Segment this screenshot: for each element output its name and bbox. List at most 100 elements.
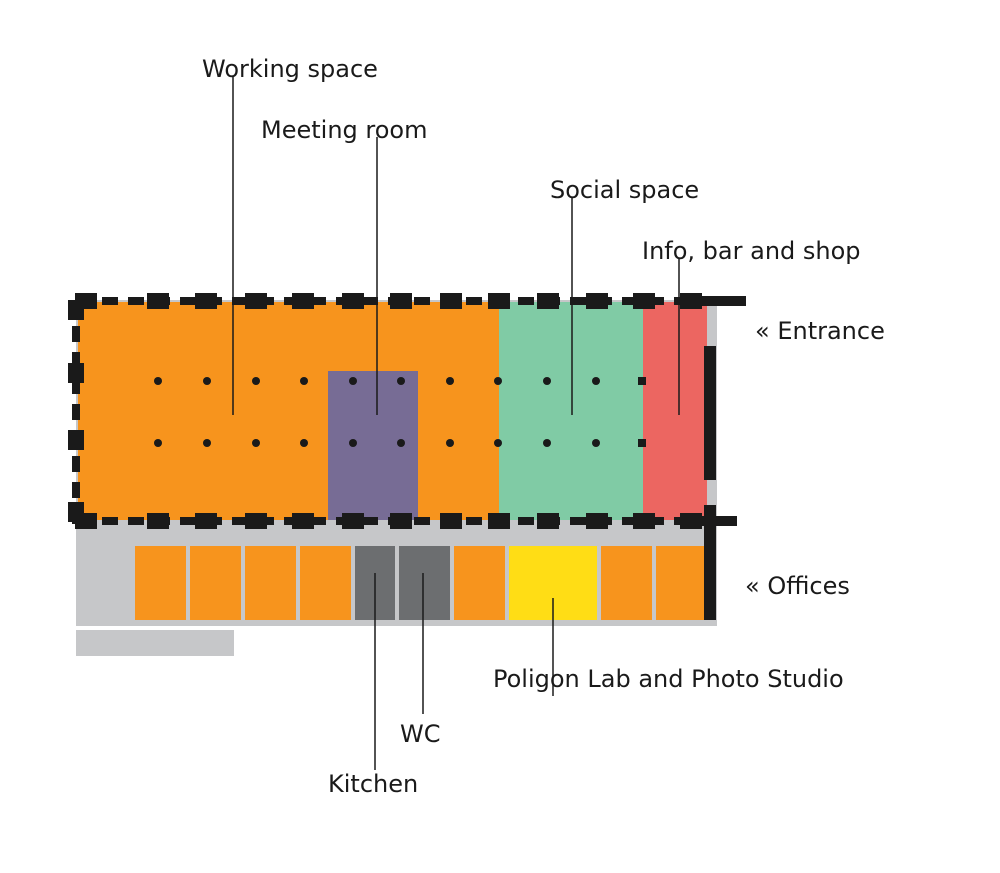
wall-pillar-bottom: [680, 513, 702, 529]
wall-pillar-bottom: [586, 513, 608, 529]
wall-dash-top: [648, 297, 664, 305]
walls: [68, 293, 746, 620]
office-unit: [245, 546, 296, 620]
column-dot: [154, 377, 162, 385]
label-social-space: Social space: [550, 176, 699, 204]
column-dot: [592, 439, 600, 447]
office-row: [135, 546, 705, 620]
column-dot: [252, 439, 260, 447]
label-kitchen: Kitchen: [328, 770, 418, 798]
annex-strip: [76, 630, 234, 656]
label-info-bar-shop: Info, bar and shop: [642, 237, 861, 265]
wall-dash-top: [570, 297, 586, 305]
info-bar-shop-zone: [643, 302, 707, 520]
wall-pillar-bottom: [195, 513, 217, 529]
wall-dash-left: [72, 456, 80, 472]
wall-pillar-bottom: [633, 513, 655, 529]
column-dot: [543, 377, 551, 385]
wall-pillar-top: [342, 293, 364, 309]
wall-pillar-top: [147, 293, 169, 309]
wall-pillar-bottom: [292, 513, 314, 529]
wall-pillar-left: [68, 430, 84, 450]
wall-dash-bottom: [414, 517, 430, 525]
wall-pillar-bottom: [342, 513, 364, 529]
wall-pillar-bottom: [245, 513, 267, 529]
column-dot: [300, 377, 308, 385]
label-wc: WC: [400, 720, 441, 748]
column-dot: [638, 439, 646, 447]
wall-pillar-top: [633, 293, 655, 309]
label-offices: « Offices: [745, 572, 850, 600]
wall-dash-bottom: [648, 517, 664, 525]
wall-pillar-top: [292, 293, 314, 309]
wall-dash-left: [72, 326, 80, 342]
wall-dash-top: [232, 297, 248, 305]
column-dot: [203, 377, 211, 385]
wall-dash-top: [362, 297, 378, 305]
wall-dash-top: [414, 297, 430, 305]
column-dot: [543, 439, 551, 447]
wall-pillar-left: [68, 300, 84, 320]
column-dot: [638, 377, 646, 385]
column-dot: [397, 439, 405, 447]
column-dot: [494, 377, 502, 385]
column-dot: [592, 377, 600, 385]
wall-pillar-left: [68, 363, 84, 383]
social-space-zone: [499, 302, 643, 520]
wall-dash-bottom: [466, 517, 482, 525]
wall-dash-left: [72, 352, 80, 368]
wall-dash-bottom: [128, 517, 144, 525]
wall-pillar-bottom: [537, 513, 559, 529]
wall-dash-top: [102, 297, 118, 305]
office-unit: [135, 546, 186, 620]
label-poligon-lab: Poligon Lab and Photo Studio: [493, 665, 844, 693]
wall-pillar-top: [390, 293, 412, 309]
wall-dash-bottom: [622, 517, 638, 525]
column-dot: [203, 439, 211, 447]
wall-dash-bottom: [570, 517, 586, 525]
column-dot: [446, 377, 454, 385]
office-unit: [601, 546, 652, 620]
wall-dash-top: [180, 297, 196, 305]
wall-dash-top: [622, 297, 638, 305]
wall-dash-bottom: [232, 517, 248, 525]
wall-dash-bottom: [310, 517, 326, 525]
office-unit: [656, 546, 705, 620]
wall-dash-left: [72, 378, 80, 394]
leader-lines: [232, 76, 680, 770]
column-dot: [446, 439, 454, 447]
wall-dash-left: [72, 404, 80, 420]
wall-pillar-bottom: [440, 513, 462, 529]
column-dot: [349, 439, 357, 447]
wall-pillar-top: [537, 293, 559, 309]
wall-dash-top: [466, 297, 482, 305]
wall-dash-bottom: [180, 517, 196, 525]
office-unit: [190, 546, 241, 620]
wall-pillar-bottom: [147, 513, 169, 529]
wall-dash-bottom: [518, 517, 534, 525]
wall-pillar-top: [488, 293, 510, 309]
wall-pillar-bottom: [390, 513, 412, 529]
meeting-room-zone: [328, 371, 418, 520]
working-space-zone: [78, 302, 499, 520]
wall-pillar-top: [440, 293, 462, 309]
office-unit: [300, 546, 351, 620]
office-unit: [454, 546, 505, 620]
wc-room: [399, 546, 450, 620]
wall-dash-top: [518, 297, 534, 305]
wall-pillar-top: [586, 293, 608, 309]
wall-dash-bottom: [102, 517, 118, 525]
column-dot: [252, 377, 260, 385]
wall-pillar-top: [245, 293, 267, 309]
wall-pillar-top: [680, 293, 702, 309]
label-working-space: Working space: [202, 55, 378, 83]
wall-dash-top: [310, 297, 326, 305]
wall-pillar-top: [195, 293, 217, 309]
wall-dash-top: [128, 297, 144, 305]
wall-dash-bottom: [362, 517, 378, 525]
column-dots: [154, 377, 646, 447]
label-entrance: « Entrance: [755, 317, 885, 345]
column-dot: [349, 377, 357, 385]
wall-pillar-left: [68, 502, 84, 522]
